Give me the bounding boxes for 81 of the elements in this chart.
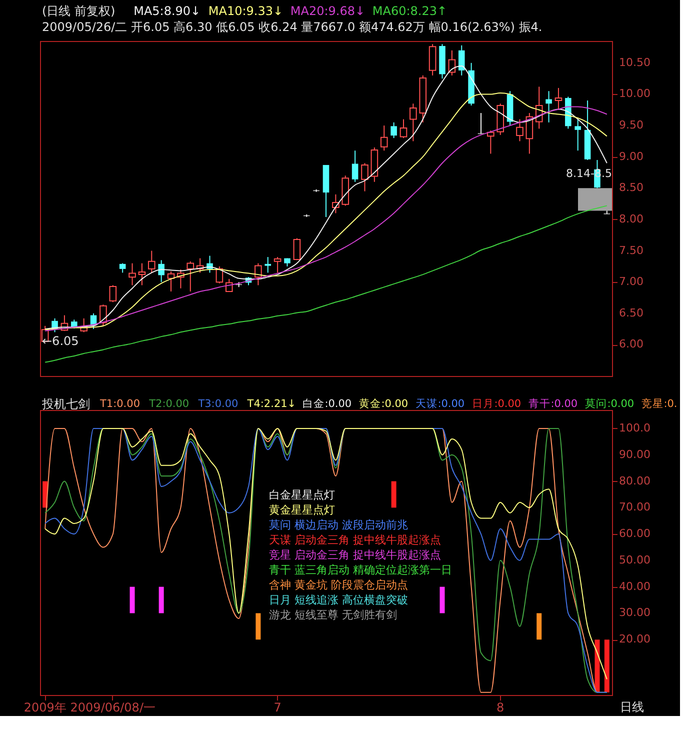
annotation: 日月 短线追涨 高位横盘突破: [268, 594, 408, 606]
series-label: T4:2.21↓: [246, 398, 296, 410]
candlestick: [604, 210, 610, 214]
candlestick: [158, 260, 164, 283]
text: MA10:9.33↓: [208, 4, 284, 18]
candlestick: [119, 262, 126, 274]
y-tick-label: 50.00: [619, 553, 650, 566]
candlestick: [148, 250, 156, 274]
candlestick: [254, 262, 262, 286]
candlestick: [264, 256, 272, 274]
annotation: ←6.05: [42, 334, 79, 348]
candlestick: [109, 284, 117, 303]
annotation: 竞星 启动金三角 捉中线牛股起涨点: [268, 548, 441, 562]
candlestick: [274, 256, 282, 274]
chart-subtitle: 2009/05/26/二 开6.05 高6.30 低6.05 收6.24 量7667.0 额474.62万 幅0.16(2.63%) 振4.: [42, 20, 542, 34]
bar: [158, 586, 164, 614]
text: MA20:9.68↓: [290, 4, 366, 18]
y-tick-label: 10.50: [619, 56, 650, 69]
bar: [604, 640, 610, 692]
y-tick-label: 8.50: [619, 181, 644, 194]
candlestick: [458, 44, 465, 76]
y-tick-label: 70.00: [619, 500, 650, 514]
candlestick: [390, 122, 397, 139]
y-tick-label: 7.50: [619, 244, 644, 257]
text: T3:0.00: [197, 398, 238, 410]
candlestick: [400, 118, 408, 139]
text: T2:0.00: [148, 398, 190, 410]
text: MA5:8.90↓: [134, 4, 201, 18]
chart-title: (日线 前复权): [42, 4, 116, 18]
candlestick: [410, 103, 417, 142]
y-tick-label: 9.50: [619, 118, 644, 132]
candlestick: [186, 260, 194, 292]
candlestick: [546, 90, 552, 123]
y-tick-label: 7.00: [619, 275, 644, 288]
candlestick: [380, 125, 388, 152]
annotation: 青干 蓝三角启动 精确定位起涨第一日: [268, 564, 452, 576]
y-tick-label: 100.0: [619, 421, 650, 434]
y-tick-label: 90.00: [619, 448, 650, 461]
candlestick: [574, 118, 582, 152]
bar: [536, 613, 542, 640]
y-tick-label: 10.00: [619, 87, 650, 100]
x-tick-label: 2009年: [24, 700, 66, 714]
y-tick-label: 60.00: [619, 527, 650, 540]
bar: [130, 586, 135, 614]
chart-subtitle: 白金:0.00 黄金:0.00 天谋:0.00 日月:0.00 青干:0.00 莫问:0.00 竞星:0.: [302, 397, 678, 410]
y-tick-label: 6.00: [619, 338, 644, 351]
text: MA60:8.23↑: [372, 4, 448, 18]
candlestick: [361, 162, 368, 192]
candlestick: [225, 278, 233, 292]
annotation: 含神 黄金坑 阶段震仓启动点: [268, 578, 408, 592]
annotation: 莫问 横边启动 波段启动前兆: [268, 518, 408, 532]
candlestick: [352, 150, 358, 182]
candlestick: [128, 262, 136, 286]
candlestick: [138, 262, 146, 286]
candlestick: [487, 130, 494, 154]
annotation: 白金星星点灯: [268, 488, 335, 502]
bar: [440, 586, 445, 614]
chart-title: 投机七剑: [41, 397, 90, 411]
annotation: 黄金星星点灯: [268, 504, 335, 516]
y-tick-label: 9.00: [619, 150, 644, 163]
candlestick: [428, 44, 436, 76]
y-tick-label: 8.00: [619, 212, 644, 226]
x-tick-label: 8: [496, 700, 504, 714]
series-label: T1:0.00: [99, 398, 140, 410]
x-tick-label: 7: [274, 700, 282, 714]
y-tick-label: 80.00: [619, 474, 650, 488]
bar: [256, 613, 261, 640]
candlestick: [167, 270, 175, 292]
annotation: 游龙 短线至尊 无剑胜有剑: [268, 608, 397, 622]
y-tick-label: 6.50: [619, 306, 644, 320]
x-tick-label: 2009/06/08/一: [70, 700, 156, 714]
text: 日线: [620, 700, 644, 714]
bar: [391, 481, 396, 508]
y-tick-label: 30.00: [619, 606, 650, 620]
candlestick: [554, 87, 562, 110]
candlestick: [293, 238, 301, 261]
y-tick-label: 40.00: [619, 580, 650, 593]
bar: [594, 640, 600, 692]
y-tick-label: 20.00: [619, 632, 650, 646]
candlestick: [516, 118, 524, 142]
annotation: 天谋 启动金三角 捉中线牛股起涨点: [268, 534, 441, 546]
